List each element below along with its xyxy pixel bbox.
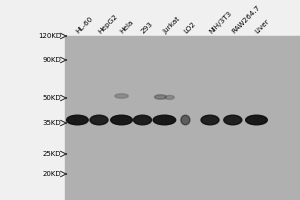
Text: 90KD: 90KD	[43, 57, 61, 63]
Text: 50KD: 50KD	[43, 95, 62, 101]
Text: 20KD: 20KD	[43, 171, 62, 177]
Bar	[64, 36, 300, 200]
Text: HepG2: HepG2	[97, 13, 119, 35]
Ellipse shape	[111, 115, 132, 125]
Ellipse shape	[201, 115, 219, 125]
Ellipse shape	[165, 95, 174, 99]
Ellipse shape	[134, 115, 152, 125]
Text: 293: 293	[140, 21, 154, 35]
Text: 35KD: 35KD	[43, 120, 62, 126]
Text: Liver: Liver	[254, 18, 271, 35]
Ellipse shape	[153, 115, 176, 125]
Ellipse shape	[67, 115, 88, 125]
Ellipse shape	[246, 115, 267, 125]
Text: Hela: Hela	[119, 19, 135, 35]
Text: NIH/3T3: NIH/3T3	[208, 10, 233, 35]
Text: 25KD: 25KD	[43, 151, 62, 157]
Ellipse shape	[181, 115, 190, 125]
Ellipse shape	[90, 115, 108, 125]
Ellipse shape	[115, 94, 128, 98]
Text: 120KD: 120KD	[38, 33, 61, 39]
Ellipse shape	[154, 95, 166, 99]
Text: RAW264.7: RAW264.7	[230, 4, 261, 35]
Ellipse shape	[224, 115, 242, 125]
Text: Jurkat: Jurkat	[162, 16, 181, 35]
Text: HL-60: HL-60	[75, 16, 94, 35]
Text: LO2: LO2	[183, 21, 197, 35]
